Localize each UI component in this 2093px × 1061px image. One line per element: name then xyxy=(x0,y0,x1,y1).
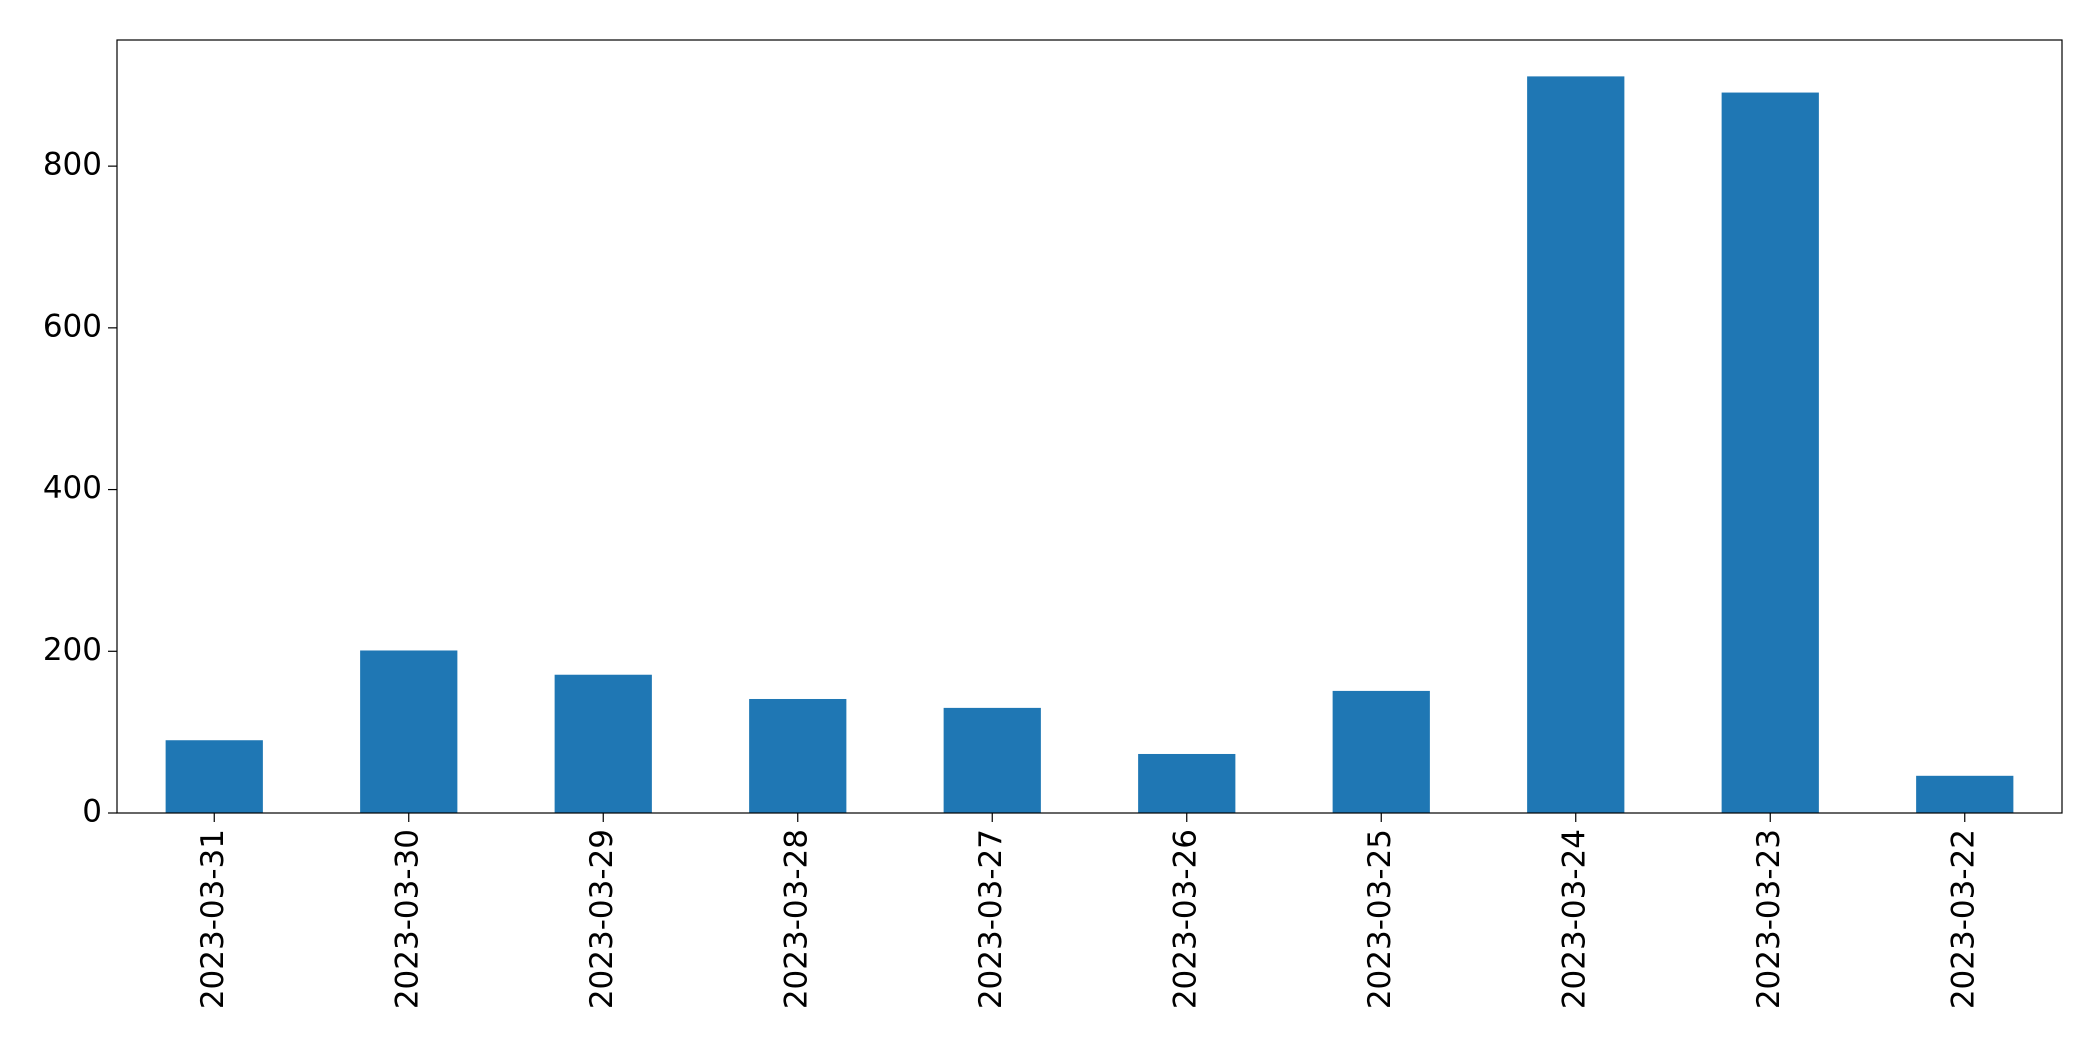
x-tick-label: 2023-03-29 xyxy=(584,829,620,1009)
x-tick-label: 2023-03-24 xyxy=(1556,829,1592,1009)
y-tick-label: 200 xyxy=(43,632,102,668)
bar xyxy=(1916,775,2014,813)
plot-frame xyxy=(116,39,2063,814)
y-tick-label: 800 xyxy=(43,147,102,183)
x-tick-label: 2023-03-22 xyxy=(1945,829,1981,1009)
bar xyxy=(1527,76,1625,813)
bar xyxy=(1721,92,1819,813)
x-tick-label: 2023-03-26 xyxy=(1167,829,1203,1009)
y-tick-label: 600 xyxy=(43,308,102,344)
x-tick-label: 2023-03-28 xyxy=(778,829,814,1009)
x-tick-label: 2023-03-25 xyxy=(1362,829,1398,1009)
bar xyxy=(554,674,652,813)
bar xyxy=(165,740,263,813)
x-tick-label: 2023-03-31 xyxy=(195,829,231,1009)
y-tick-label: 400 xyxy=(43,470,102,506)
bar xyxy=(749,698,847,813)
bar xyxy=(943,707,1041,813)
y-tick-label: 0 xyxy=(82,794,102,830)
x-tick-label: 2023-03-30 xyxy=(389,829,425,1009)
x-tick-label: 2023-03-27 xyxy=(973,829,1009,1009)
bar xyxy=(1332,690,1430,813)
bar xyxy=(1138,753,1236,813)
bar xyxy=(360,650,458,813)
x-tick-label: 2023-03-23 xyxy=(1751,829,1787,1009)
